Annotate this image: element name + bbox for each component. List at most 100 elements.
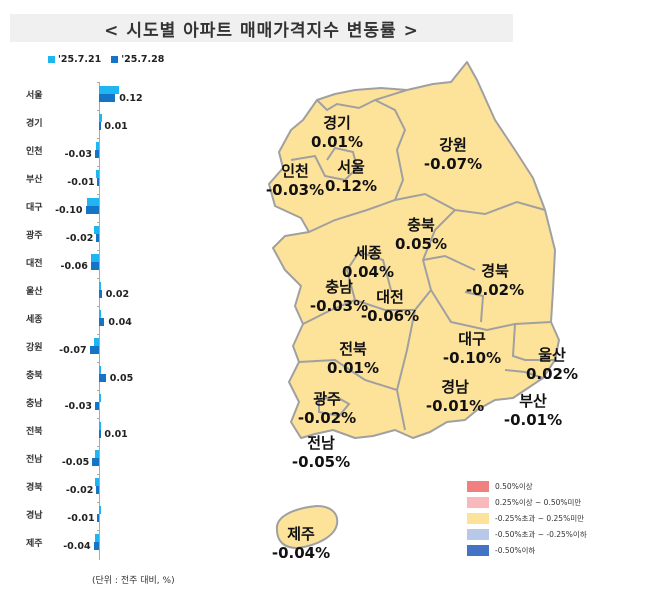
bar-prev-week: [99, 366, 101, 374]
region-label: 부산 -0.01%: [498, 392, 568, 430]
bar-curr-week: [94, 150, 99, 158]
map-shape: [268, 61, 560, 549]
region-name: 충남: [325, 278, 353, 296]
region-value: -0.03%: [265, 180, 325, 199]
region-value: -0.10%: [442, 348, 502, 367]
bar-prev-week: [94, 450, 99, 458]
legend-text: -0.50%초과 ~ -0.25%이하: [495, 530, 587, 539]
bar-prev-week: [86, 198, 99, 206]
region-label: 제주 -0.04%: [266, 525, 336, 563]
region-name: 광주: [313, 390, 341, 408]
region-name: 세종: [354, 244, 382, 262]
map-legend-item: 0.50%이상: [467, 479, 587, 494]
bar-curr-week: [99, 374, 106, 382]
value-label: 0.12: [119, 93, 143, 104]
legend-color-box: [467, 481, 489, 492]
value-label: -0.07: [59, 345, 87, 356]
legend-text: 0.25%이상 ~ 0.50%미만: [495, 498, 582, 507]
region-value: -0.02%: [297, 408, 357, 427]
category-label: 경기: [26, 119, 43, 129]
bar-curr-week: [99, 94, 116, 102]
category-label: 인천: [26, 147, 43, 157]
value-label: -0.06: [60, 261, 88, 272]
bar-curr-week: [96, 234, 99, 242]
axis-tick: [97, 222, 100, 223]
bar-curr-week: [96, 486, 99, 494]
category-label: 강원: [26, 343, 43, 353]
region-value: 0.05%: [394, 234, 448, 253]
region-value: 0.02%: [525, 364, 579, 383]
category-label: 충남: [26, 399, 43, 409]
legend-item-curr: '25.7.28: [111, 54, 164, 65]
bar-curr-week: [97, 178, 99, 186]
bar-curr-week: [99, 290, 102, 298]
region-label: 광주 -0.02%: [292, 390, 362, 428]
region-label: 대전 -0.06%: [355, 288, 425, 326]
bar-prev-week: [99, 394, 101, 402]
bar-curr-week: [90, 262, 99, 270]
category-label: 경북: [26, 483, 43, 493]
axis-tick: [97, 502, 100, 503]
region-name: 대구: [458, 330, 486, 348]
bar-prev-week: [99, 422, 101, 430]
legend-text: -0.25%초과 ~ 0.25%미만: [495, 514, 585, 523]
region-name: 울산: [538, 346, 566, 364]
region-value: -0.01%: [503, 410, 563, 429]
bar-prev-week: [99, 506, 101, 514]
legend-label-prev: '25.7.21: [58, 54, 102, 65]
bar-curr-week: [85, 206, 99, 214]
unit-note: (단위 : 전주 대비, %): [92, 576, 175, 586]
region-label: 울산 0.02%: [517, 346, 587, 384]
value-label: 0.04: [108, 317, 132, 328]
axis-tick: [97, 110, 100, 111]
category-label: 경남: [26, 511, 43, 521]
value-label: -0.03: [64, 149, 92, 160]
region-name: 강원: [439, 136, 467, 154]
korea-map: 경기 0.01% 강원 -0.07% 인천 -0.03% 서울 0.12% 충북 0.05% 세종 0…: [255, 60, 578, 564]
region-label: 서울 0.12%: [316, 158, 386, 196]
bar-prev-week: [99, 86, 120, 94]
legend-text: -0.50%이하: [495, 546, 536, 555]
legend-label-curr: '25.7.28: [121, 54, 165, 65]
region-name: 제주: [287, 525, 315, 543]
region-name: 충북: [407, 216, 435, 234]
map-legend-item: 0.25%이상 ~ 0.50%미만: [467, 495, 587, 510]
value-label: -0.03: [64, 401, 92, 412]
region-value: -0.04%: [271, 543, 331, 562]
category-label: 광주: [26, 231, 43, 241]
axis-tick: [97, 166, 100, 167]
value-label: -0.02: [65, 233, 94, 244]
region-value: -0.02%: [465, 280, 525, 299]
category-label: 서울: [26, 91, 43, 101]
category-label: 울산: [26, 287, 43, 297]
region-label: 전남 -0.05%: [286, 434, 356, 472]
axis-tick: [97, 446, 100, 447]
map-legend-item: -0.50%이하: [467, 543, 587, 558]
bar-prev-week: [93, 226, 99, 234]
bar-prev-week: [96, 142, 99, 150]
region-label: 충북 0.05%: [386, 216, 456, 254]
axis-tick: [97, 474, 100, 475]
legend-swatch-curr: [111, 56, 119, 63]
region-label: 경북 -0.02%: [460, 262, 530, 300]
bar-curr-week: [93, 542, 99, 550]
bar-prev-week: [94, 534, 99, 542]
value-label: 0.01: [104, 121, 128, 132]
category-label: 대전: [26, 259, 43, 269]
value-label: -0.02: [65, 485, 94, 496]
value-label: -0.01: [67, 177, 95, 188]
value-label: -0.04: [63, 541, 91, 552]
region-name: 대전: [376, 288, 404, 306]
category-label: 전북: [26, 427, 43, 437]
bar-prev-week: [93, 338, 99, 346]
chart-title: < 시도별 아파트 매매가격지수 변동률 >: [104, 20, 419, 41]
bar-legend: '25.7.21 '25.7.28: [48, 54, 164, 65]
axis-tick: [97, 250, 100, 251]
region-value: 0.12%: [324, 176, 378, 195]
region-name: 전남: [307, 434, 335, 452]
bar-prev-week: [94, 478, 99, 486]
axis-tick: [97, 138, 100, 139]
axis-tick: [97, 362, 100, 363]
axis-tick: [97, 278, 100, 279]
region-value: -0.06%: [360, 306, 420, 325]
